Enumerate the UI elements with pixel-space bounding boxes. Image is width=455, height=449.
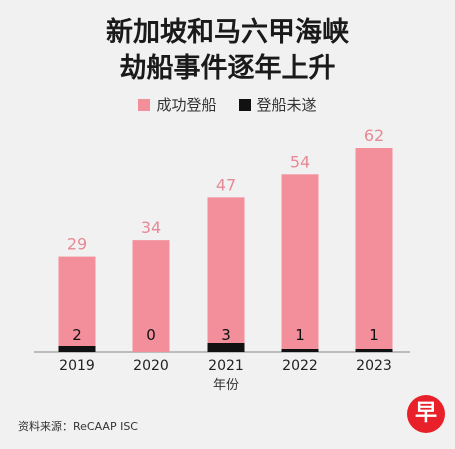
chart-title-line1: 新加坡和马六甲海峡 <box>106 17 349 48</box>
bar-success-2022 <box>281 174 319 352</box>
bar-success-2019 <box>58 256 96 352</box>
x-tick-label-2022: 2022 <box>282 358 318 374</box>
legend-label-attempt: 登船未遂 <box>256 96 317 114</box>
x-tick-label-2023: 2023 <box>356 358 392 374</box>
x-tick-label-2019: 2019 <box>59 358 95 374</box>
source-note: 资料来源：ReCAAP ISC <box>18 420 138 433</box>
legend-swatch-attempt <box>238 98 251 111</box>
bar-attempt-2019 <box>58 346 96 352</box>
legend-item-attempt: 登船未遂 <box>238 94 317 115</box>
bar-success-2020 <box>132 240 170 352</box>
legend-label-success: 成功登船 <box>156 96 217 114</box>
value-label-attempt-2020: 0 <box>146 326 156 344</box>
bar-attempt-2022 <box>281 349 319 352</box>
bar-attempt-2021 <box>207 343 245 352</box>
bar-attempt-2023 <box>355 349 393 352</box>
x-tick-label-2020: 2020 <box>133 358 169 374</box>
value-label-attempt-2023: 1 <box>369 326 379 344</box>
value-label-attempt-2019: 2 <box>72 326 82 344</box>
x-axis-label: 年份 <box>213 378 239 393</box>
value-label-success-2021: 47 <box>216 175 236 194</box>
logo: 早 <box>407 395 445 433</box>
chart-title-line2: 劫船事件逐年上升 <box>119 53 336 84</box>
bar-success-2021 <box>207 197 245 352</box>
value-label-success-2020: 34 <box>141 218 161 237</box>
x-tick-label-2021: 2021 <box>208 358 244 374</box>
legend-swatch-success <box>138 98 151 111</box>
value-label-attempt-2021: 3 <box>221 326 231 344</box>
bar-success-2023 <box>355 148 393 352</box>
value-label-success-2022: 54 <box>290 152 310 171</box>
value-label-success-2023: 62 <box>364 126 384 145</box>
legend-item-success: 成功登船 <box>138 94 217 115</box>
value-label-success-2019: 29 <box>67 235 87 254</box>
legend: 成功登船 登船未遂 <box>0 94 455 115</box>
value-label-attempt-2022: 1 <box>295 326 305 344</box>
